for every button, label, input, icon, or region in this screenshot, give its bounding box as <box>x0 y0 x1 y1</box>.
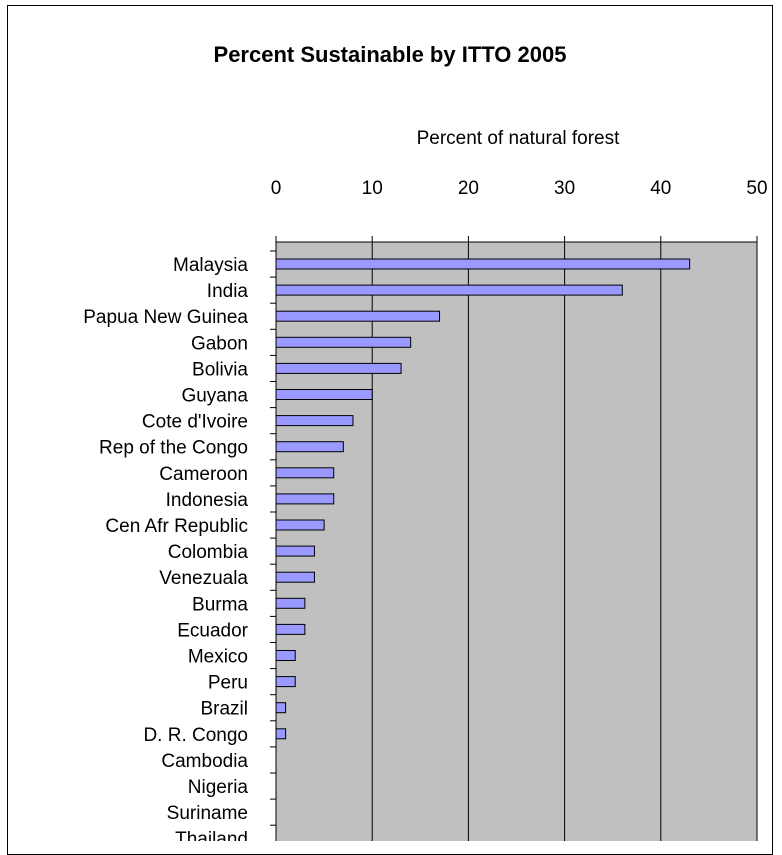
plot-background <box>276 242 757 841</box>
bar <box>275 415 354 427</box>
category-label: Venezuala <box>159 568 248 589</box>
bar <box>275 336 412 348</box>
x-tick-label: 30 <box>554 178 575 199</box>
bar <box>275 702 287 714</box>
category-label: Indonesia <box>166 490 249 511</box>
category-label: India <box>207 281 249 302</box>
bar <box>275 441 344 453</box>
category-label: Cote d'Ivoire <box>142 412 248 433</box>
category-label: Cambodia <box>161 751 248 772</box>
chart-title: Percent Sustainable by ITTO 2005 <box>214 42 567 67</box>
bar <box>275 467 335 479</box>
bar <box>275 623 306 635</box>
bar <box>275 389 373 400</box>
category-label: Nigeria <box>188 777 249 798</box>
x-tick-label: 20 <box>458 178 479 199</box>
bar <box>275 650 296 661</box>
category-label: Thailand <box>175 829 248 841</box>
category-label: D. R. Congo <box>143 725 248 746</box>
plot-area: 0 10 20 30 40 50 Malaysia India Papua New Guinea… <box>83 178 768 841</box>
bar <box>275 258 691 270</box>
category-label: Burma <box>192 594 248 615</box>
bar <box>275 310 441 322</box>
x-tick-label: 0 <box>271 178 282 199</box>
category-label: Cen Afr Republic <box>105 516 248 537</box>
category-label: Colombia <box>168 542 249 563</box>
category-label: Mexico <box>188 647 248 668</box>
category-label: Gabon <box>191 333 248 354</box>
category-label: Malaysia <box>173 255 248 276</box>
bar <box>275 545 315 557</box>
x-tick-label: 50 <box>746 178 767 199</box>
bar <box>275 362 402 374</box>
category-label: Papua New Guinea <box>83 307 248 328</box>
category-label: Bolivia <box>192 359 248 380</box>
bar <box>275 676 296 688</box>
category-label: Suriname <box>167 803 248 824</box>
category-label: Rep of the Congo <box>99 438 248 459</box>
category-label: Cameroon <box>159 464 248 485</box>
bar <box>275 597 306 609</box>
x-tick-label: 40 <box>650 178 671 199</box>
category-label: Guyana <box>181 386 248 407</box>
bar <box>275 728 287 740</box>
bar <box>275 519 325 531</box>
x-tick-label: 10 <box>362 178 383 199</box>
category-label: Brazil <box>200 699 248 720</box>
category-label: Peru <box>208 673 248 694</box>
bar <box>275 284 623 296</box>
category-label: Ecuador <box>177 620 248 641</box>
bar <box>275 571 315 583</box>
bar <box>275 493 335 505</box>
x-axis-title: Percent of natural forest <box>417 128 620 149</box>
